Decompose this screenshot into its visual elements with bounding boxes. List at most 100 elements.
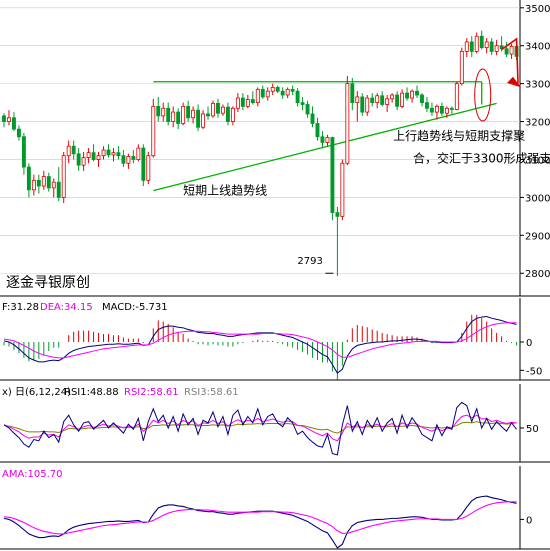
candle	[225, 102, 230, 126]
candle	[275, 85, 280, 94]
candle-body	[385, 98, 390, 105]
candle	[206, 106, 210, 120]
candle-body	[141, 147, 146, 181]
rsi-label-1: RSI1:48.88	[64, 387, 119, 398]
candle-body	[21, 136, 26, 168]
candle	[81, 151, 86, 171]
macd-label-dea: DEA:34.15	[40, 302, 93, 313]
candle	[221, 104, 225, 116]
candle	[355, 91, 360, 122]
candle-body	[395, 94, 400, 107]
highlight-ellipse	[474, 68, 492, 122]
candle	[390, 93, 395, 103]
candle-body	[469, 41, 474, 52]
candle-body	[61, 155, 66, 198]
candle-body	[434, 105, 439, 113]
candle-body	[330, 137, 335, 213]
candle	[116, 146, 121, 160]
candle-body	[111, 152, 116, 156]
candle	[235, 93, 240, 113]
candle-body	[370, 97, 375, 103]
candle	[340, 159, 345, 221]
candle	[161, 102, 166, 122]
candle	[310, 106, 315, 128]
candle	[46, 172, 51, 192]
candle	[255, 87, 260, 107]
annotation-line1: 上行趋势线与短期支撑聚	[393, 128, 525, 143]
annotation-line2: 合，交汇于3300形成强支撑	[413, 151, 550, 166]
candle-body	[345, 83, 350, 164]
candle	[405, 87, 410, 101]
ama-line-2	[3, 501, 517, 535]
candle-body	[380, 95, 385, 105]
candle-body	[51, 181, 56, 189]
candle-body	[305, 104, 310, 115]
candle-body	[7, 117, 11, 122]
candle-body	[181, 105, 186, 124]
candle-body	[340, 162, 345, 217]
candle-body	[494, 45, 499, 52]
candle-body	[464, 41, 469, 52]
rsi2-line	[3, 414, 517, 442]
candle	[305, 100, 310, 118]
candle	[56, 167, 61, 202]
candle	[31, 174, 36, 196]
y-tick-label: 3000	[525, 193, 550, 204]
candle	[400, 89, 405, 109]
candle-body	[76, 153, 81, 166]
rsi1-line	[3, 401, 517, 456]
candle-body	[415, 90, 419, 96]
candle	[410, 89, 414, 103]
candle	[484, 38, 489, 54]
rsi-label-prefix: x) 日(6,12,24)	[2, 387, 71, 398]
candle	[41, 170, 46, 190]
candle-body	[191, 109, 196, 119]
candle-body	[240, 97, 245, 107]
candle	[479, 30, 484, 50]
candle-body	[489, 41, 494, 52]
candle-body	[91, 152, 96, 160]
candle-body	[315, 123, 320, 138]
candle	[509, 43, 514, 59]
candle	[434, 104, 439, 120]
candle-body	[459, 51, 464, 85]
candle	[240, 93, 245, 111]
candle	[380, 91, 385, 107]
candle	[191, 106, 196, 124]
candle-body	[126, 156, 131, 164]
candle	[151, 98, 156, 158]
rsi3-line	[3, 421, 517, 434]
candle-body	[26, 166, 31, 191]
candle	[36, 174, 41, 194]
candle	[504, 41, 509, 58]
y-tick-label: 3300	[525, 80, 550, 91]
candle	[429, 102, 434, 116]
candle	[21, 132, 26, 175]
candle-body	[310, 113, 315, 124]
candle-body	[350, 83, 355, 103]
candle-body	[425, 102, 429, 109]
candle	[26, 163, 31, 198]
candle	[330, 136, 335, 221]
candle-body	[121, 155, 126, 164]
candle	[425, 96, 429, 113]
y-tick-label: 2800	[525, 269, 550, 280]
candle-body	[255, 88, 260, 103]
candle	[385, 95, 390, 113]
candle	[370, 93, 375, 107]
candle	[171, 106, 176, 128]
candle	[489, 38, 494, 56]
candle	[131, 150, 136, 164]
candle-body	[429, 107, 434, 113]
candle-body	[161, 107, 166, 117]
candle-body	[245, 99, 250, 107]
candle-body	[146, 155, 151, 181]
ama-line-1	[3, 495, 517, 549]
candle	[320, 131, 325, 149]
candle	[350, 77, 355, 111]
candle	[106, 144, 111, 158]
candle	[216, 98, 220, 118]
candle	[230, 106, 235, 126]
candle	[66, 140, 71, 164]
